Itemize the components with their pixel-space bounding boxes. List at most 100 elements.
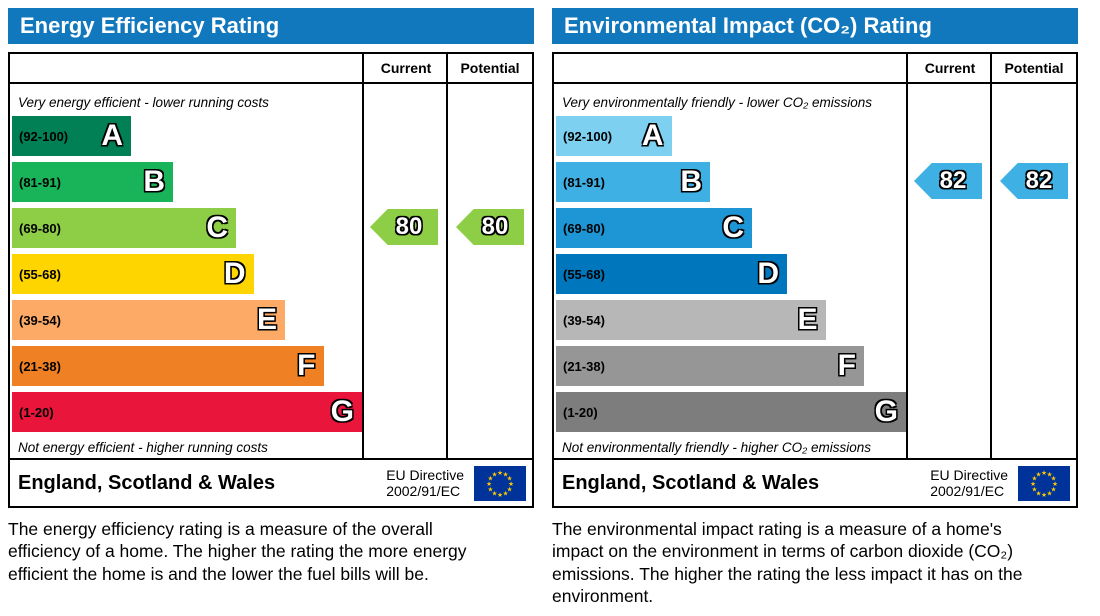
rating-band-bar: (92-100) A [12,116,131,156]
energy-efficiency-description: The energy efficiency rating is a measur… [8,519,467,584]
eu-directive-label: EU Directive 2002/91/EC [930,467,1008,499]
band-letter-label: C [206,211,228,244]
band-letter-label: G [874,395,898,428]
band-range-label: (39-54) [19,312,61,328]
rating-band-row: (69-80) C [556,204,906,250]
band-range-label: (1-20) [563,404,598,420]
band-letter-label: D [223,257,246,290]
column-header-current: Current [924,60,976,76]
current-rating-value: 80 [395,213,423,240]
svg-text:★: ★ [507,474,513,482]
band-range-label: (92-100) [563,128,613,144]
current-column-divider [906,54,908,458]
current-rating-value: 82 [939,167,967,194]
environmental-impact-title: Environmental Impact (CO₂) Rating [552,8,1078,44]
svg-text:★: ★ [486,479,492,487]
potential-rating-arrow: 82 [1000,163,1068,199]
rating-band-bar: (21-38) F [556,346,864,386]
band-letter-label: B [680,165,702,198]
svg-text:★: ★ [1052,479,1058,487]
environmental-impact-panel: Environmental Impact (CO₂) Rating Curren… [552,8,1078,608]
potential-rating-value: 82 [1025,167,1053,194]
rating-band-row: (39-54) E [12,296,362,342]
svg-text:★: ★ [497,490,503,498]
energy-efficiency-panel: Energy Efficiency Rating Current Potenti… [8,8,534,608]
rating-band-bar: (81-91) B [12,162,173,202]
rating-band-row: (69-80) C [12,204,362,250]
rating-band-row: (21-38) F [12,342,362,388]
svg-text:★: ★ [1036,470,1042,478]
environmental-impact-chart: Current Potential Very environmentally f… [552,52,1078,508]
rating-band-bar: (1-20) G [556,392,906,432]
band-range-label: (69-80) [563,220,605,236]
rating-band-row: (81-91) B [556,158,906,204]
column-header-current: Current [380,60,432,76]
rating-bands-area: Very environmentally friendly - lower CO… [554,86,906,458]
rating-band-bar: (39-54) E [556,300,826,340]
rating-band-row: (39-54) E [556,296,906,342]
environmental-impact-description: The environmental impact rating is a mea… [552,519,1023,607]
band-range-label: (39-54) [563,312,605,328]
band-range-label: (55-68) [563,266,605,282]
band-letter-label: G [330,395,354,428]
svg-text:★: ★ [1032,474,1038,482]
band-range-label: (55-68) [19,266,61,282]
rating-band-row: (1-20) G [556,388,906,434]
svg-text:★: ★ [1047,489,1053,497]
rating-band-bar: (69-80) C [12,208,236,248]
rating-band-bar: (21-38) F [12,346,324,386]
band-letter-label: B [143,165,165,198]
band-range-label: (92-100) [19,128,69,144]
chart-footer: England, Scotland & Wales EU Directive 2… [10,458,532,506]
header-spacer [554,54,908,82]
band-letter-label: A [101,119,123,152]
svg-text:★: ★ [1041,468,1047,476]
rating-band-bar: (39-54) E [12,300,285,340]
svg-text:★: ★ [497,468,503,476]
svg-text:★: ★ [1036,489,1042,497]
rating-bands: (92-100) A (81-91) B (69-80) C (55-68) D… [554,112,906,434]
svg-text:★: ★ [1030,479,1036,487]
band-range-label: (69-80) [19,220,61,236]
eu-directive-line1: EU Directive [386,466,464,483]
rating-band-row: (55-68) D [556,250,906,296]
top-caption: Very environmentally friendly - lower CO… [562,95,872,110]
svg-text:★: ★ [1051,474,1057,482]
region-label: England, Scotland & Wales [18,471,276,494]
column-header-potential: Potential [460,60,520,76]
region-label: England, Scotland & Wales [562,471,820,494]
svg-text:★: ★ [488,485,494,493]
band-letter-label: D [757,257,779,290]
potential-column-divider [446,54,448,458]
current-rating-arrow: 82 [914,163,982,199]
band-letter-label: E [256,303,277,336]
top-caption: Very energy efficient - lower running co… [18,95,269,110]
band-letter-label: F [837,349,856,382]
band-range-label: (81-91) [563,174,605,190]
svg-text:★: ★ [492,489,498,497]
column-header-row: Current Potential [10,54,532,84]
rating-band-row: (92-100) A [12,112,362,158]
eu-directive-line1: EU Directive [930,466,1008,483]
chart-footer: England, Scotland & Wales EU Directive 2… [554,458,1076,506]
svg-text:★: ★ [488,474,494,482]
column-header-potential: Potential [1004,60,1064,76]
eu-flag-icon: ★ ★★★★★★★★★★★ [474,465,526,501]
current-column-divider [362,54,364,458]
band-letter-label: C [722,211,744,244]
eu-directive-line2: 2002/91/EC [930,483,1005,499]
rating-bands: (92-100) A (81-91) B (69-80) C (55-68) D… [10,112,362,434]
rating-bands-area: Very energy efficient - lower running co… [10,86,362,458]
rating-band-row: (55-68) D [12,250,362,296]
rating-band-bar: (55-68) D [556,254,787,294]
band-range-label: (1-20) [19,404,54,420]
band-letter-label: F [297,349,316,382]
eu-flag-icon: ★ ★★★★★★★★★★★ [1018,465,1070,501]
svg-text:★: ★ [1032,485,1038,493]
bottom-caption: Not environmentally friendly - higher CO… [562,439,872,455]
eu-directive-label: EU Directive 2002/91/EC [386,467,464,499]
band-letter-label: A [641,119,664,152]
rating-band-bar: (1-20) G [12,392,362,432]
current-rating-arrow: 80 [370,209,438,245]
